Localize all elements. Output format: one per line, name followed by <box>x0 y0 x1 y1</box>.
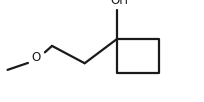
Text: O: O <box>31 51 40 64</box>
Text: OH: OH <box>110 0 128 7</box>
